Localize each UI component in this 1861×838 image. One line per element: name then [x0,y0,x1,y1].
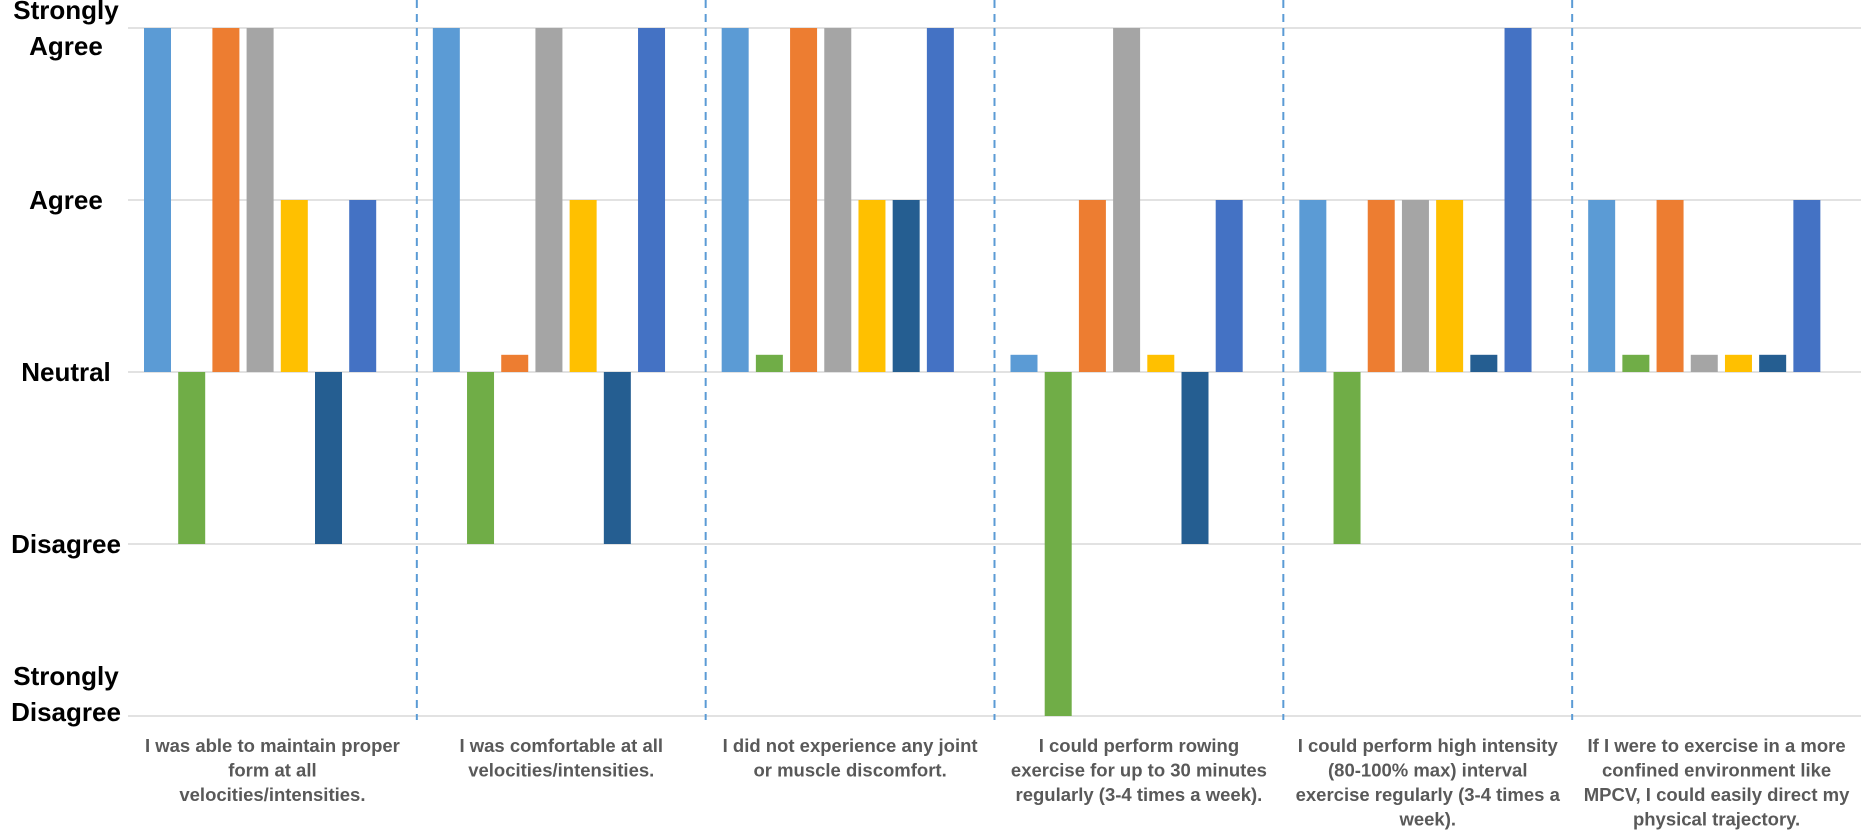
bar-cat5-series6 [1470,354,1498,372]
bar-cat1-series4 [246,28,274,372]
bar-cat5-series1 [1299,200,1327,372]
bar-cat4-series2 [1044,372,1072,716]
bar-cat1-series1 [144,28,171,372]
bar-cat5-series5 [1436,200,1464,372]
bar-cat4-series1 [1010,354,1038,372]
bar-cat2-series5 [569,200,597,372]
bar-cat2-series4 [535,28,563,372]
category-label-1: I was able to maintain proper form at all… [145,735,400,805]
category-label-4: I could perform rowing exercise for up to… [1011,735,1267,805]
bar-cat5-series3 [1367,200,1395,372]
bar-cat4-series3 [1078,200,1106,372]
bar-cat2-series7 [638,28,666,372]
bar-cat6-series1 [1588,200,1616,372]
bar-cat6-series6 [1759,354,1787,372]
bars [144,28,1821,716]
bar-cat3-series2 [755,354,783,372]
category-label-2: I was comfortable at all velocities/inten… [459,735,663,781]
bar-cat1-series6 [315,372,342,544]
category-label-5: I could perform high intensity (80-100% m… [1296,735,1561,830]
y-axis-labels: Strongly Agree Agree Neutral Disagree Strongl… [11,0,121,727]
bar-cat6-series7 [1793,200,1821,372]
bar-cat1-series2 [178,372,206,544]
bar-cat6-series5 [1724,354,1752,372]
y-tick-label: Neutral [21,357,111,387]
bar-cat6-series3 [1656,200,1684,372]
bar-cat4-series4 [1113,28,1141,372]
bar-cat4-series6 [1181,372,1209,544]
y-tick-label: Strongly Disagree [11,661,121,727]
category-label-3: I did not experience any joint or muscle … [723,735,978,781]
bar-cat3-series3 [790,28,818,372]
bar-cat3-series6 [892,200,920,372]
bar-cat4-series5 [1147,354,1175,372]
bar-cat3-series1 [721,28,749,372]
bar-cat4-series7 [1215,200,1243,372]
bar-cat5-series7 [1504,28,1532,372]
bar-cat3-series7 [926,28,954,372]
y-tick-label: Disagree [11,529,121,559]
bar-cat2-series3 [501,354,529,372]
category-label-6: If I were to exercise in a more confined … [1584,735,1850,830]
bar-cat5-series4 [1401,200,1429,372]
bar-cat1-series3 [212,28,240,372]
bar-cat1-series5 [280,200,308,372]
bar-cat3-series4 [824,28,852,372]
y-tick-label: Agree [29,185,103,215]
bar-cat2-series1 [432,28,460,372]
x-axis-category-labels: I was able to maintain proper form at all… [145,735,1850,830]
bar-cat5-series2 [1333,372,1361,544]
y-tick-label: Strongly Agree [13,0,119,61]
bar-cat2-series6 [603,372,631,544]
bar-cat3-series5 [858,200,886,372]
bar-cat6-series2 [1622,354,1650,372]
bar-cat2-series2 [467,372,495,544]
bar-cat1-series7 [349,200,377,372]
bar-cat6-series4 [1690,354,1718,372]
category-separators [415,0,1574,720]
